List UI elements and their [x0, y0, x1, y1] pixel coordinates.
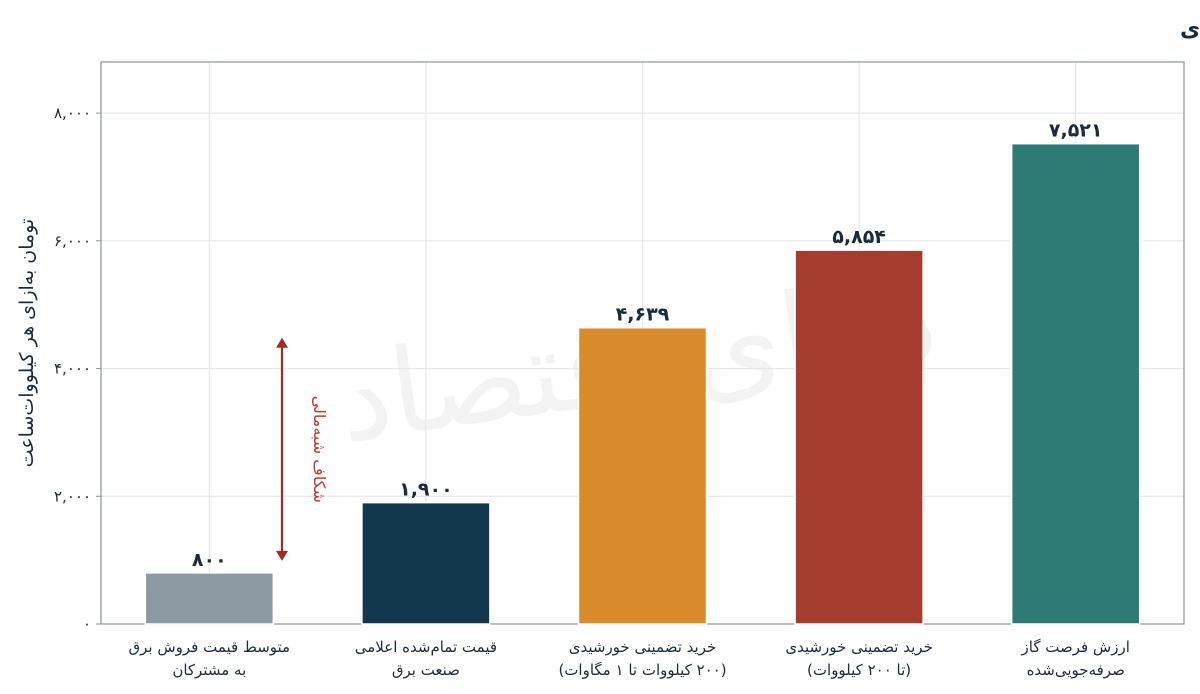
y-axis-label: تومان به‌ازای هر کیلووات‌ساعت: [16, 219, 38, 468]
x-category-label: صرفه‌جویی‌شده: [1027, 661, 1125, 679]
bar: [794, 249, 924, 625]
bar: [361, 501, 491, 625]
x-axis-categories: متوسط قیمت فروش برق به مشترکان قیمت تمام‌ش…: [128, 638, 1129, 679]
y-tick-label: ۶,۰۰۰: [54, 232, 91, 250]
y-axis-ticks: ۰ ۲,۰۰۰ ۴,۰۰۰ ۶,۰۰۰ ۸,۰۰۰: [54, 104, 101, 633]
x-category-label: (تا ۲۰۰ کیلووات): [807, 661, 911, 679]
bar: [144, 572, 275, 625]
x-category-label: متوسط قیمت فروش برق: [128, 638, 290, 656]
gap-arrow-head-up: [276, 337, 288, 348]
bar-value-label: ۴,۶۳۹: [616, 304, 670, 326]
y-tick-label: ۸,۰۰۰: [54, 104, 91, 122]
bar-value-label: ۱,۹۰۰: [399, 479, 453, 501]
y-tick-label: ۲,۰۰۰: [54, 487, 91, 505]
x-category-label: خرید تضمینی خورشیدی: [569, 638, 717, 656]
x-category-label: صنعت برق: [392, 661, 460, 679]
gap-annotation: شکاف شبه‌مالی: [276, 337, 329, 561]
x-category-label: قیمت تمام‌شده اعلامی: [355, 638, 497, 656]
y-tick-label: ۰: [83, 615, 91, 633]
gap-annotation-label: شکاف شبه‌مالی: [310, 396, 329, 503]
x-category-label: ارزش فرصت گاز: [1021, 638, 1130, 656]
bar: [1010, 142, 1141, 625]
gap-arrow-head-down: [276, 550, 288, 561]
x-category-label: به مشترکان: [172, 661, 246, 679]
chart-title: نمودار ۵ ـ یک کیلووات‌ساعت، سه قیمت متفا…: [1180, 17, 1200, 42]
bar-value-label: ۷,۵۲۱: [1049, 120, 1103, 142]
data-labels: ۸۰۰ ۱,۹۰۰ ۴,۶۳۹ ۵,۸۵۴ ۷,۵۲۱: [192, 120, 1103, 571]
y-tick-label: ۴,۰۰۰: [54, 360, 91, 378]
x-category-label: (۲۰۰ کیلووات تا ۱ مگاوات): [558, 661, 726, 679]
x-category-label: خرید تضمینی خورشیدی: [785, 638, 933, 656]
bar: [577, 326, 708, 625]
bars: [144, 142, 1141, 625]
bar-value-label: ۵,۸۵۴: [832, 226, 886, 248]
bar-value-label: ۸۰۰: [192, 549, 227, 571]
